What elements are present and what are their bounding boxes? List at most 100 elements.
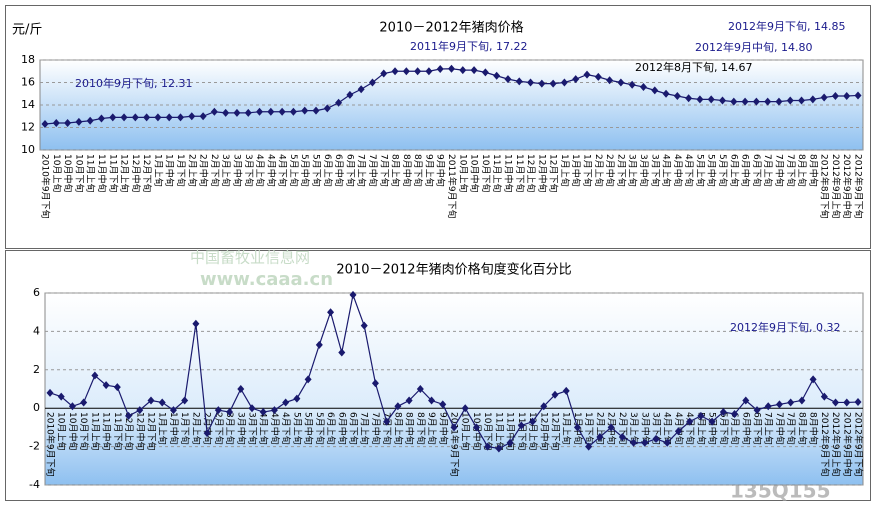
data-point	[439, 400, 447, 409]
x-tick-label: 5月上旬	[291, 412, 303, 445]
x-tick-label: 4月中旬	[269, 412, 281, 445]
x-tick-label: 7月上旬	[763, 412, 775, 445]
data-point	[697, 411, 705, 420]
data-point	[504, 75, 512, 84]
data-point	[562, 386, 570, 395]
data-point	[607, 423, 615, 432]
annotation: 2012年9月中旬, 14.80	[695, 40, 812, 54]
x-tick-label: 1月中旬	[168, 412, 180, 445]
data-point	[416, 385, 424, 393]
data-point	[226, 408, 234, 417]
x-tick-label: 3月上旬	[628, 412, 640, 445]
x-tick-label: 3月中旬	[231, 154, 243, 187]
data-point	[282, 398, 290, 407]
data-point	[538, 79, 546, 88]
x-tick-label: 2月下旬	[209, 154, 221, 187]
data-point	[244, 108, 252, 117]
data-point	[696, 95, 704, 104]
x-tick-label: 1月下旬	[179, 412, 191, 445]
data-point	[270, 406, 278, 415]
data-point	[199, 112, 207, 121]
data-point	[527, 78, 535, 87]
x-tick-label: 4月上旬	[662, 412, 674, 445]
data-point	[259, 408, 267, 417]
x-tick-label: 12月下旬	[141, 154, 153, 192]
x-tick-label: 2月中旬	[604, 154, 616, 187]
data-point	[335, 98, 343, 107]
annotation: 2011年9月下旬, 17.22	[410, 39, 527, 53]
data-point	[109, 113, 117, 122]
x-tick-label: 7月下旬	[381, 412, 393, 445]
data-point	[673, 92, 681, 100]
data-point	[820, 93, 828, 102]
x-tick-label: 2010年9月下旬	[45, 412, 57, 477]
data-point	[86, 116, 94, 125]
x-tick-label: 3月中旬	[638, 154, 650, 187]
data-point	[327, 308, 335, 317]
x-tick-label: 7月上旬	[356, 154, 368, 187]
data-point	[394, 402, 402, 411]
x-tick-label: 3月上旬	[224, 412, 236, 445]
data-point	[289, 107, 297, 116]
data-point	[529, 417, 537, 426]
data-point	[203, 429, 211, 438]
x-tick-label: 1月下旬	[583, 412, 595, 445]
data-point	[470, 66, 478, 75]
data-point	[102, 381, 110, 390]
data-point	[248, 404, 256, 413]
data-point	[854, 398, 862, 407]
x-tick-label: 2月上旬	[186, 154, 198, 187]
x-tick-label: 5月上旬	[695, 412, 707, 445]
data-point	[428, 396, 436, 405]
data-point	[91, 371, 99, 380]
data-point	[414, 67, 422, 76]
data-point	[606, 76, 614, 85]
x-tick-label: 3月中旬	[639, 412, 651, 445]
x-tick-label: 5月下旬	[717, 154, 729, 187]
data-point	[46, 388, 54, 397]
data-point	[707, 95, 715, 104]
x-tick-label: 2010年9月下旬	[40, 154, 52, 219]
x-tick-label: 12月下旬	[550, 412, 562, 450]
y-tick-label: 10	[21, 143, 35, 156]
data-point	[154, 113, 162, 122]
data-point	[719, 96, 726, 105]
data-point	[323, 104, 331, 113]
data-point	[64, 119, 72, 127]
data-point	[312, 106, 320, 115]
data-point	[237, 385, 245, 393]
x-tick-label: 7月中旬	[774, 412, 786, 445]
annotation: 2012年9月下旬, 0.32	[730, 320, 840, 334]
data-point	[192, 319, 200, 328]
x-tick-label: 2011年9月下旬	[446, 154, 458, 219]
data-point	[560, 78, 568, 87]
data-point	[515, 77, 523, 86]
x-tick-label: 2012年9月中旬	[841, 412, 853, 477]
data-point	[540, 402, 548, 411]
x-tick-label: 1月中旬	[570, 154, 582, 187]
x-tick-label: 9月上旬	[426, 412, 438, 445]
x-tick-label: 7月中旬	[773, 154, 785, 187]
data-point	[41, 120, 49, 129]
x-tick-label: 11月下旬	[514, 154, 526, 192]
data-point	[459, 66, 467, 75]
data-point	[617, 78, 625, 87]
x-tick-label: 5月中旬	[303, 412, 315, 445]
data-point	[383, 417, 391, 426]
data-point	[461, 404, 469, 413]
x-tick-label: 3月上旬	[627, 154, 639, 187]
data-point	[775, 97, 783, 106]
x-tick-label: 4月上旬	[258, 412, 270, 445]
y-tick-label: 16	[21, 76, 35, 89]
data-point	[177, 113, 184, 122]
x-tick-label: 4月上旬	[254, 154, 266, 187]
data-point	[188, 112, 196, 121]
data-point	[304, 375, 312, 384]
data-point	[493, 71, 501, 80]
chart-title: 2010－2012年猪肉价格	[379, 20, 523, 36]
x-tick-label: 8月上旬	[796, 412, 808, 445]
data-point	[293, 394, 301, 403]
x-tick-label: 11月中旬	[505, 412, 517, 450]
x-tick-label: 6月上旬	[728, 154, 740, 187]
x-tick-label: 12月上旬	[525, 154, 537, 192]
